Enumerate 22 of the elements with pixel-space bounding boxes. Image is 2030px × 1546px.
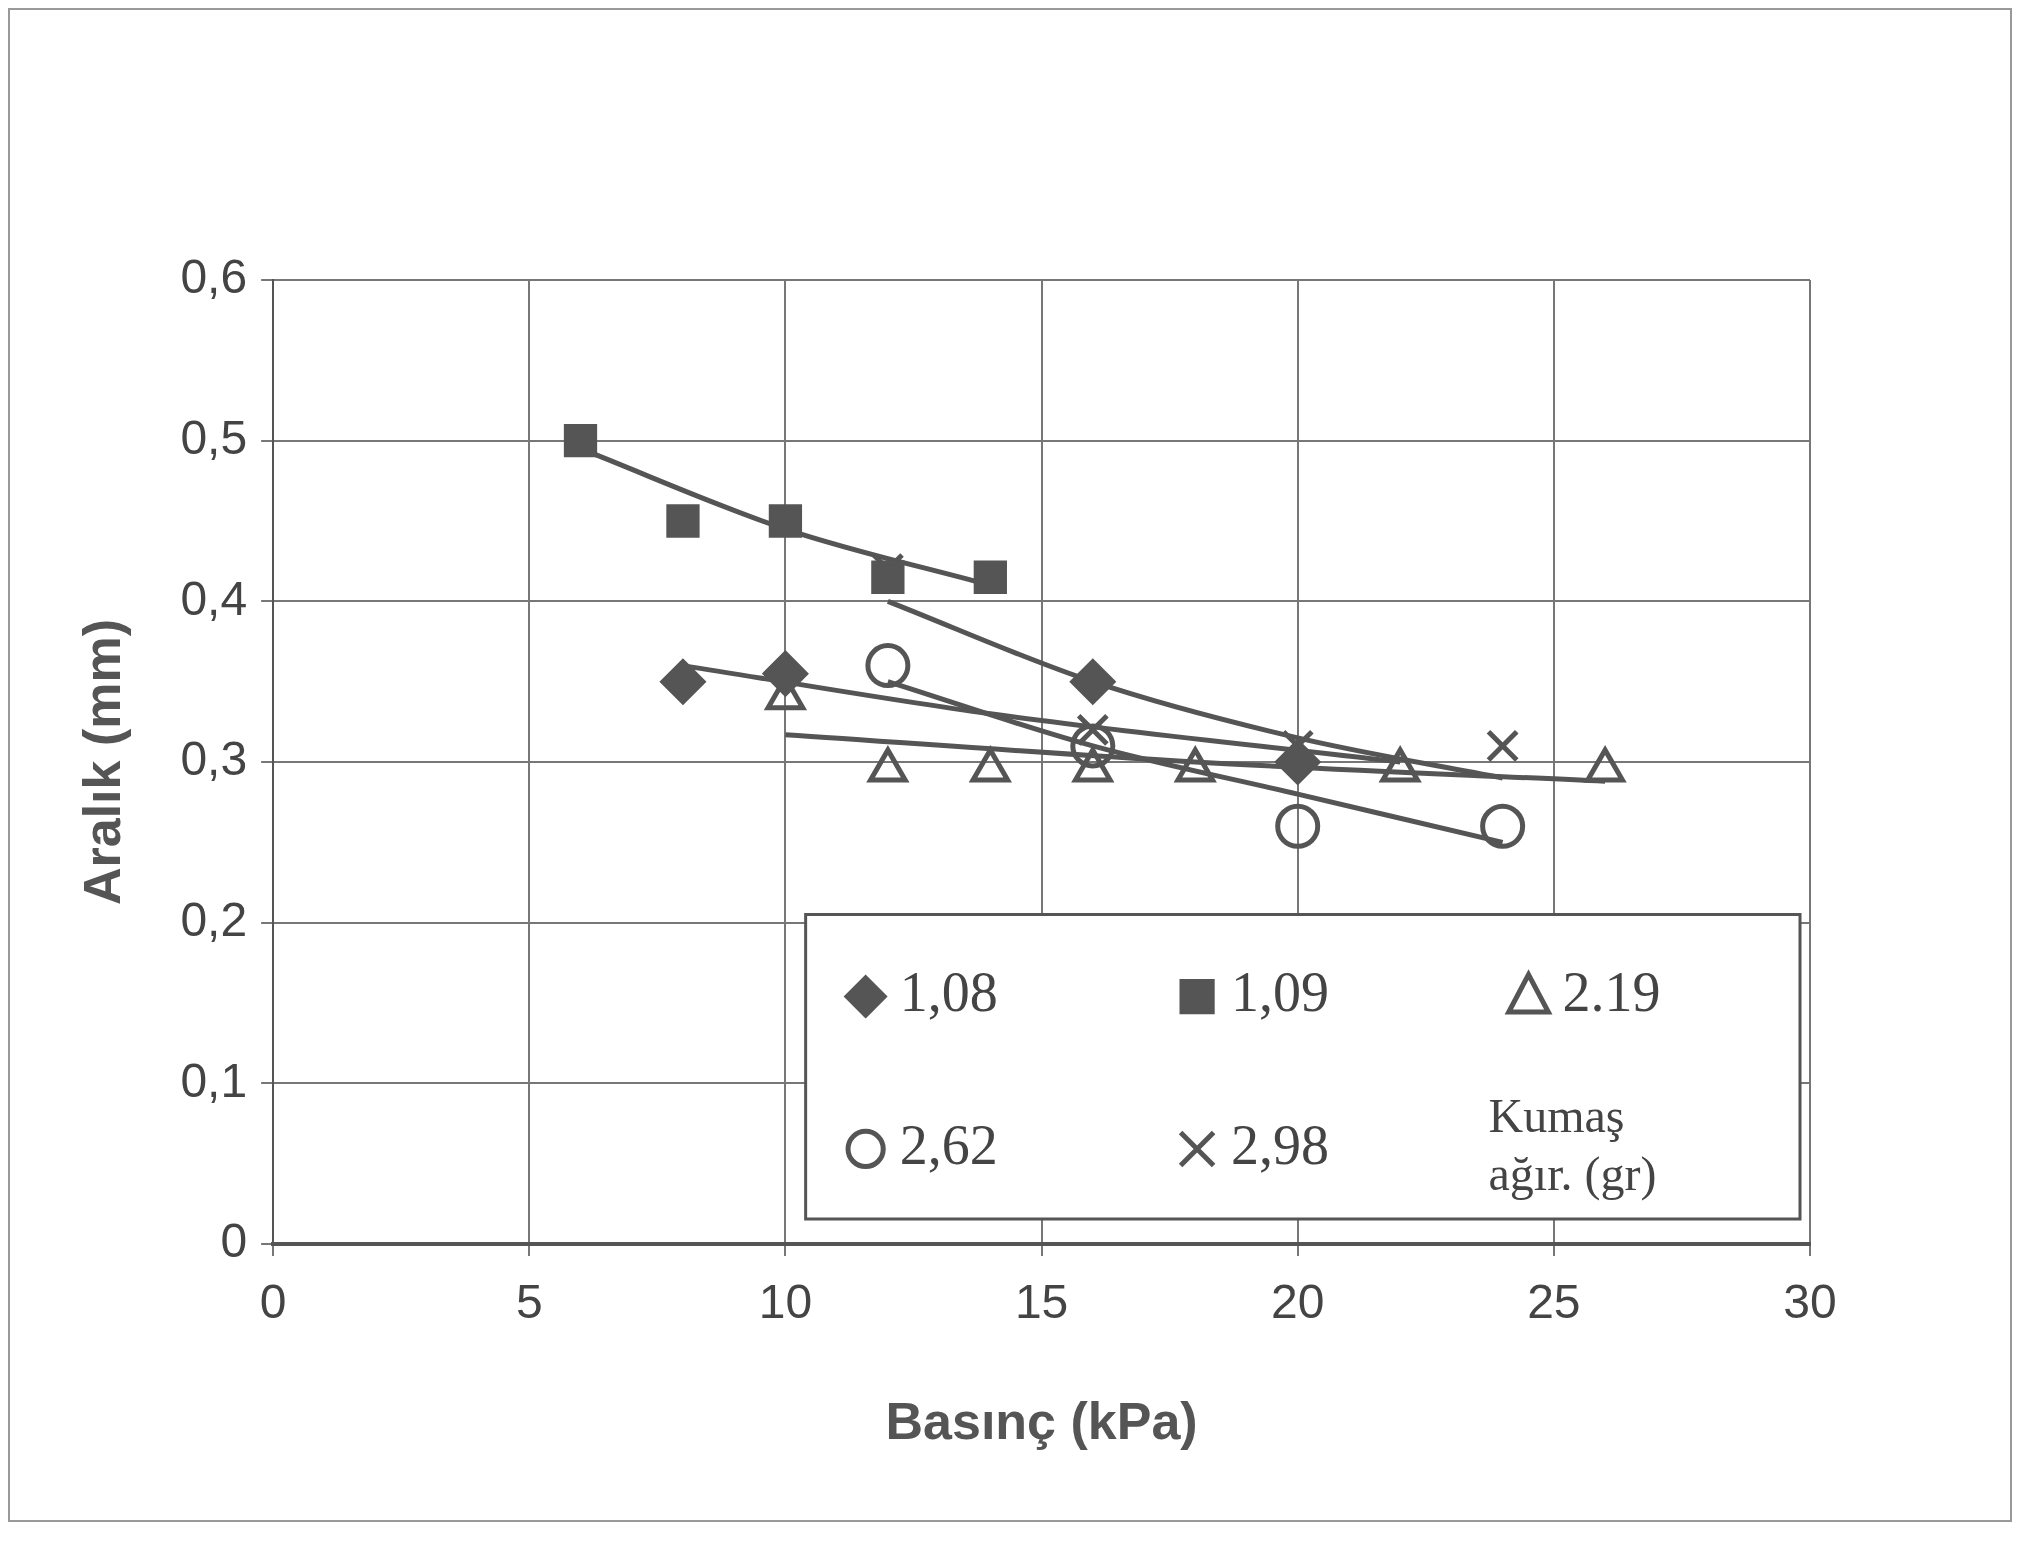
y-tick-label: 0,5 (180, 410, 248, 464)
x-tick-label: 15 (1014, 1275, 1069, 1329)
y-axis-title: Aralık (mm) (72, 618, 131, 906)
legend-label: 1,08 (899, 961, 998, 1024)
x-tick-label: 30 (1783, 1275, 1837, 1329)
x-tick-label: 20 (1271, 1275, 1325, 1329)
x-tick-label: 0 (259, 1275, 287, 1329)
y-tick-label: 0,4 (180, 571, 248, 625)
legend-label: 1,09 (1231, 961, 1330, 1024)
legend-label: 2,98 (1231, 1113, 1330, 1176)
legend-label: 2.19 (1562, 961, 1661, 1024)
x-axis-title: Basınç (kPa) (885, 1392, 1198, 1451)
y-tick-label: 0,1 (180, 1053, 248, 1107)
legend-title: Kumaş ağır. (gr) (1488, 1088, 1657, 1201)
legend-label: 2,62 (899, 1113, 998, 1176)
y-tick-label: 0,2 (180, 892, 248, 946)
x-tick-label: 25 (1527, 1275, 1581, 1329)
y-tick-label: 0,6 (180, 250, 248, 304)
y-tick-label: 0,3 (180, 732, 248, 786)
x-tick-label: 5 (515, 1275, 543, 1329)
y-tick-label: 0 (220, 1214, 248, 1268)
x-tick-label: 10 (758, 1275, 813, 1329)
